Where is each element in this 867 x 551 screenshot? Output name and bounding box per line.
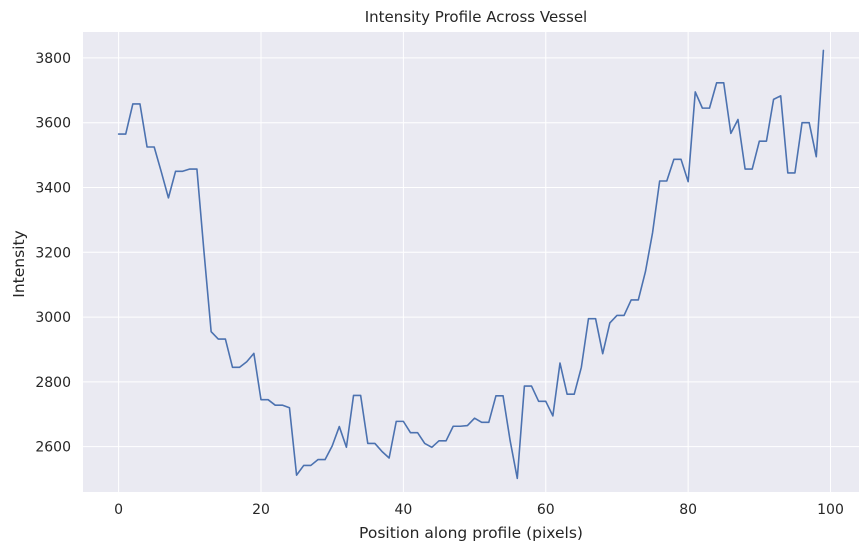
y-tick-label: 2800 bbox=[35, 375, 71, 391]
y-tick-label: 3000 bbox=[35, 310, 71, 326]
x-tick-label: 100 bbox=[817, 502, 844, 518]
y-tick-label: 3600 bbox=[35, 116, 71, 132]
x-tick-label: 80 bbox=[679, 502, 697, 518]
x-axis-label: Position along profile (pixels) bbox=[359, 524, 583, 542]
x-axis-ticks: 0 20 40 60 80 100 bbox=[114, 502, 844, 518]
grid bbox=[83, 32, 859, 492]
y-tick-label: 3800 bbox=[35, 51, 71, 67]
x-tick-label: 20 bbox=[252, 502, 270, 518]
y-axis-label: Intensity bbox=[10, 230, 28, 297]
series-layer bbox=[117, 49, 825, 480]
y-axis-ticks: 2600 2800 3000 3200 3400 3600 3800 bbox=[35, 51, 71, 456]
chart-title: Intensity Profile Across Vessel bbox=[365, 8, 587, 26]
plot-background bbox=[83, 32, 859, 492]
series-line bbox=[117, 49, 825, 480]
y-tick-label: 3400 bbox=[35, 180, 71, 196]
y-tick-label: 3200 bbox=[35, 245, 71, 261]
x-tick-label: 60 bbox=[537, 502, 555, 518]
y-tick-label: 2600 bbox=[35, 440, 71, 456]
x-tick-label: 40 bbox=[394, 502, 412, 518]
x-tick-label: 0 bbox=[114, 502, 123, 518]
